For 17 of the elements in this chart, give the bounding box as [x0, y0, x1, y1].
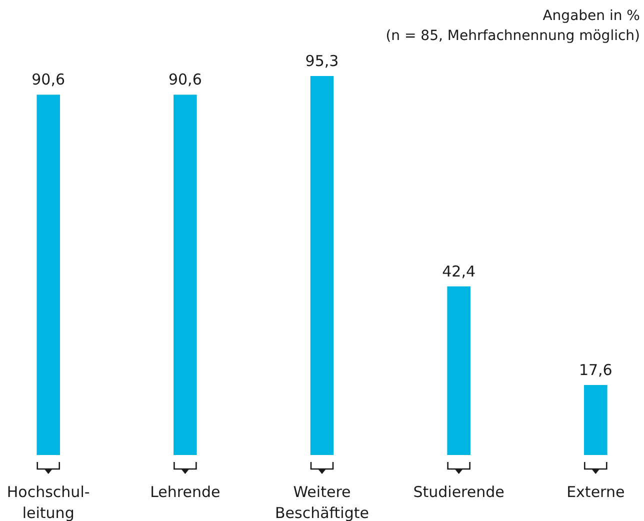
data-label: 90,6 [168, 70, 202, 89]
bar [584, 385, 608, 455]
x-tick-label: Hochschul- leitung [6, 483, 90, 521]
bar [310, 76, 334, 455]
text: Angaben in % [542, 8, 640, 24]
x-tick-label: Weitere Beschäftigte [275, 483, 369, 521]
x-tick-label: Lehrende [150, 483, 220, 501]
data-label: 95,3 [305, 52, 339, 70]
x-tick-label: Studierende [413, 483, 504, 501]
x-tick-label: Externe [566, 483, 625, 501]
bar [36, 94, 60, 455]
bar [174, 94, 197, 455]
data-label: 90,6 [32, 70, 66, 89]
bar [447, 286, 470, 455]
text: (n = 85, Mehrfachnennung möglich) [386, 28, 640, 44]
data-label: 42,4 [442, 262, 476, 280]
data-label: 17,6 [578, 361, 612, 380]
